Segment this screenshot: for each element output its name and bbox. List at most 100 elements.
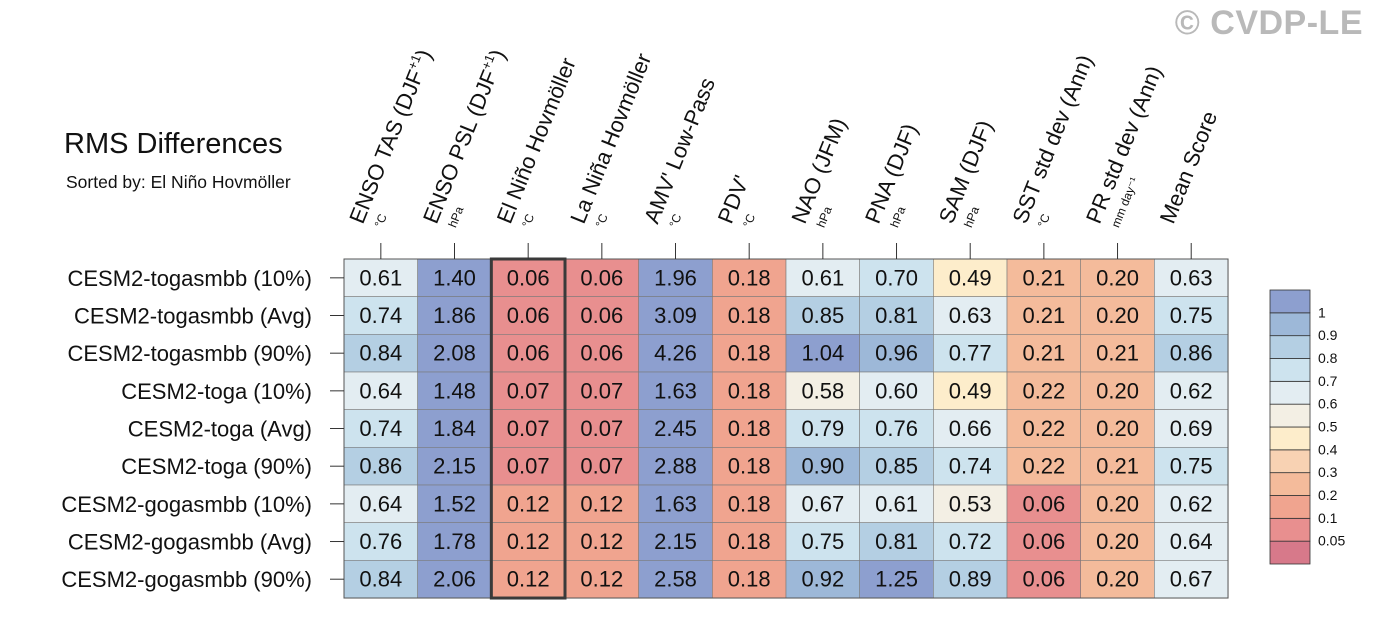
heatmap-cell bbox=[785, 296, 860, 335]
heatmap-cell bbox=[933, 447, 1008, 486]
column-label-text: ENSO TAS (DJF bbox=[344, 66, 428, 226]
colorbar-tick-label: 0.5 bbox=[1318, 419, 1338, 435]
cell-value-label: 0.12 bbox=[507, 567, 550, 592]
heatmap-cell bbox=[638, 296, 713, 335]
cell-value-label: 0.20 bbox=[1096, 378, 1139, 403]
cell-value-label: 1.48 bbox=[433, 378, 476, 403]
cell-value-label: 0.69 bbox=[1170, 416, 1213, 441]
heatmap-cell bbox=[1154, 409, 1229, 448]
heatmap-cell bbox=[638, 484, 713, 523]
heatmap-cell bbox=[933, 484, 1008, 523]
heatmap-cell bbox=[343, 447, 418, 486]
heatmap-cell bbox=[785, 371, 860, 410]
colorbar-tick-label: 0.2 bbox=[1318, 487, 1338, 503]
heatmap-cell bbox=[343, 296, 418, 335]
heatmap-cell bbox=[1154, 522, 1229, 561]
cell-value-label: 0.20 bbox=[1096, 567, 1139, 592]
colorbar-bin bbox=[1269, 380, 1311, 405]
heatmap-cell bbox=[1006, 447, 1082, 486]
cell-value-label: 1.25 bbox=[875, 567, 918, 592]
column-unit-label: °C bbox=[1035, 211, 1053, 229]
column-label: PNA (DJF) bbox=[860, 120, 923, 227]
column-header: Mean Score bbox=[1155, 108, 1223, 227]
heatmap-cell bbox=[712, 409, 787, 448]
cell-value-label: 0.06 bbox=[507, 265, 550, 290]
cell-value-label: 1.63 bbox=[654, 491, 697, 516]
cell-value-label: 0.63 bbox=[1170, 265, 1213, 290]
heatmap-cell bbox=[859, 409, 934, 448]
cell-value-label: 0.06 bbox=[580, 341, 623, 366]
cell-value-label: 0.12 bbox=[580, 491, 623, 516]
heatmap-cell bbox=[712, 296, 787, 335]
cell-value-label: 0.76 bbox=[359, 529, 402, 554]
heatmap-cell bbox=[933, 296, 1008, 335]
cell-value-label: 0.85 bbox=[801, 303, 844, 328]
cell-value-label: 0.75 bbox=[801, 529, 844, 554]
heatmap-cell bbox=[712, 484, 787, 523]
colorbar-bin bbox=[1269, 495, 1311, 519]
cell-value-label: 0.18 bbox=[728, 416, 771, 441]
row-label: CESM2-gogasmbb (10%) bbox=[61, 492, 312, 517]
colorbar-bin bbox=[1269, 472, 1311, 496]
cell-value-label: 0.06 bbox=[580, 303, 623, 328]
colorbar-bin bbox=[1269, 517, 1311, 542]
colorbar-tick-label: 0.3 bbox=[1318, 464, 1338, 480]
row-label: CESM2-togasmbb (10%) bbox=[67, 266, 312, 291]
heatmap-cell bbox=[1080, 296, 1155, 335]
heatmap-cell bbox=[343, 334, 418, 373]
colorbar-tick-label: 0.05 bbox=[1318, 533, 1345, 549]
cell-value-label: 0.85 bbox=[875, 454, 918, 479]
cell-value-label: 0.62 bbox=[1170, 378, 1213, 403]
column-label-text: El Niño Hovmöller bbox=[492, 54, 581, 227]
cell-value-label: 0.22 bbox=[1022, 378, 1065, 403]
heatmap-cell bbox=[933, 371, 1008, 410]
column-label: SST std dev (Ann) bbox=[1007, 51, 1097, 227]
column-label-superscript: +1 bbox=[404, 52, 423, 71]
cell-value-label: 0.18 bbox=[728, 567, 771, 592]
cell-value-label: 0.20 bbox=[1096, 416, 1139, 441]
cell-value-label: 0.75 bbox=[1170, 303, 1213, 328]
heatmap-cell bbox=[1006, 334, 1082, 373]
cell-value-label: 0.81 bbox=[875, 529, 918, 554]
column-unit-label: °C bbox=[666, 211, 684, 229]
heatmap-cell bbox=[491, 484, 566, 523]
heatmap-cell bbox=[1080, 258, 1155, 297]
cell-value-label: 0.07 bbox=[580, 416, 623, 441]
heatmap-cell bbox=[417, 560, 492, 599]
cell-value-label: 0.92 bbox=[801, 567, 844, 592]
cell-value-label: 0.07 bbox=[507, 416, 550, 441]
colorbar-bin bbox=[1269, 449, 1311, 474]
cell-value-label: 1.86 bbox=[433, 303, 476, 328]
cell-value-label: 3.09 bbox=[654, 303, 697, 328]
cell-value-label: 0.61 bbox=[801, 265, 844, 290]
cell-value-label: 0.64 bbox=[1170, 529, 1213, 554]
row-label: CESM2-toga (10%) bbox=[121, 379, 312, 404]
cell-value-label: 0.58 bbox=[801, 378, 844, 403]
heatmap-cell bbox=[1006, 484, 1082, 523]
cell-value-label: 2.06 bbox=[433, 567, 476, 592]
cell-value-label: 0.61 bbox=[875, 491, 918, 516]
column-unit-label: °C bbox=[519, 211, 537, 229]
cell-value-label: 0.12 bbox=[580, 529, 623, 554]
cell-value-label: 0.79 bbox=[801, 416, 844, 441]
cell-value-label: 0.60 bbox=[875, 378, 918, 403]
cell-value-label: 0.64 bbox=[359, 378, 402, 403]
chart-title: RMS Differences bbox=[64, 128, 283, 160]
colorbar-tick-label: 1 bbox=[1318, 304, 1326, 320]
cell-value-label: 4.26 bbox=[654, 341, 697, 366]
column-unit-label: °C bbox=[372, 211, 390, 229]
cell-value-label: 0.12 bbox=[580, 567, 623, 592]
cell-value-label: 0.22 bbox=[1022, 454, 1065, 479]
heatmap-cell bbox=[417, 258, 492, 297]
cell-value-label: 0.07 bbox=[507, 378, 550, 403]
row-label: CESM2-togasmbb (90%) bbox=[67, 341, 312, 366]
row-label: CESM2-toga (Avg) bbox=[128, 417, 312, 442]
colorbar-tick-label: 0.1 bbox=[1318, 510, 1338, 526]
colorbar-bin bbox=[1269, 358, 1311, 382]
heatmap-cell bbox=[1154, 258, 1229, 297]
heatmap-cell bbox=[491, 296, 566, 335]
chart-subtitle: Sorted by: El Niño Hovmöller bbox=[66, 172, 291, 192]
heatmap-cell bbox=[712, 334, 787, 373]
column-label-text: SST std dev (Ann) bbox=[1007, 51, 1097, 227]
heatmap-cell bbox=[712, 371, 787, 410]
